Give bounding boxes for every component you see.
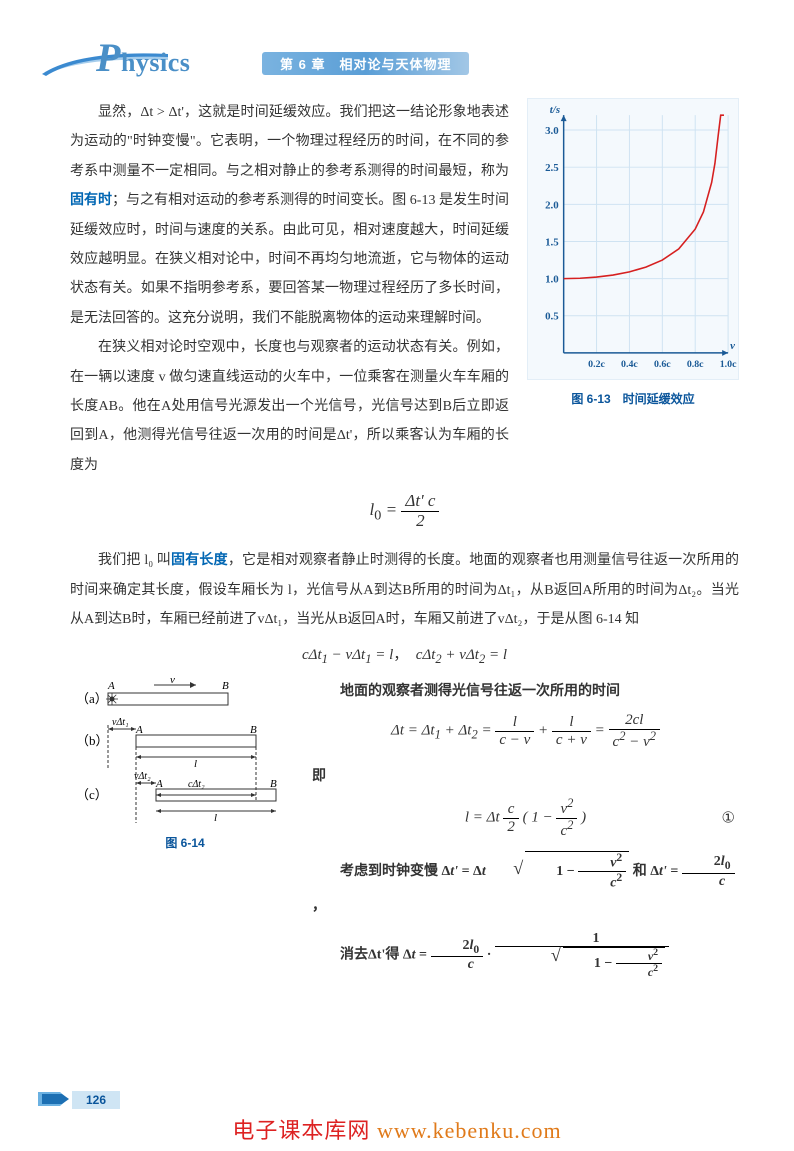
watermark-text-2: www.kebenku.com	[370, 1118, 561, 1143]
paragraph-5: 即	[312, 762, 739, 791]
paragraph-6: 考虑到时钟变慢 Δt' = Δt 1 − v2c2 和 Δt' = 2l0c，	[312, 851, 739, 920]
page-footer: 126	[38, 1087, 120, 1113]
svg-text:B: B	[250, 724, 257, 736]
formula-l0: l0 = Δt' c2	[70, 492, 739, 530]
svg-text:（c）: （c）	[76, 787, 108, 802]
svg-text:（b）: （b）	[76, 733, 109, 748]
svg-text:t/s: t/s	[550, 104, 560, 116]
svg-text:B: B	[222, 680, 229, 692]
physics-logo: Physics	[96, 34, 190, 81]
svg-text:A: A	[107, 680, 115, 692]
paragraph-7: 消去Δt'得 Δt = 2l0c · 11 − v2c2	[312, 931, 739, 980]
physics-text: hysics	[121, 48, 190, 77]
chapter-banner: 第 6 章 相对论与天体物理	[262, 52, 469, 75]
diagram-6-14: （a）ABv（b）ABvΔt₁l（c）ABvΔt₂cΔt₂l	[70, 677, 300, 830]
svg-text:v: v	[730, 340, 735, 352]
watermark: 电子课本库网 www.kebenku.com	[0, 1113, 794, 1145]
svg-text:0.2c: 0.2c	[588, 359, 605, 370]
equation-number: ①	[722, 809, 735, 828]
formula-l: l = Δt c2 ( 1 − v2c2 ) ①	[312, 797, 739, 839]
svg-text:2.0: 2.0	[545, 199, 559, 211]
watermark-text-1: 电子课本库网	[232, 1118, 370, 1143]
diagram-caption: 图 6-14	[70, 834, 300, 851]
paragraph-2: 在狭义相对论时空观中，长度也与观察者的运动状态有关。例如，在一辆以速度 v 做匀…	[70, 333, 509, 480]
page-number: 126	[72, 1091, 120, 1109]
svg-text:1.0c: 1.0c	[720, 359, 737, 370]
paragraph-3: 我们把 l₀ 叫固有长度，它是相对观察者静止时测得的长度。地面的观察者也用测量信…	[70, 546, 739, 634]
svg-text:2.5: 2.5	[545, 162, 559, 174]
diagram-column: （a）ABv（b）ABvΔt₁l（c）ABvΔt₂cΔt₂l 图 6-14	[70, 677, 300, 980]
footer-arrow-icon	[38, 1088, 72, 1113]
svg-text:v: v	[170, 677, 175, 686]
svg-text:0.4c: 0.4c	[621, 359, 638, 370]
svg-text:0.6c: 0.6c	[654, 359, 671, 370]
chart-caption: 图 6-13 时间延缓效应	[527, 390, 739, 407]
svg-text:cΔt₂: cΔt₂	[188, 779, 205, 790]
math-column: 地面的观察者测得光信号往返一次所用的时间 Δt = Δt1 + Δt2 = lc…	[312, 677, 739, 980]
svg-text:1.5: 1.5	[545, 236, 559, 248]
paragraph-1: 显然，Δt > Δt'，这就是时间延缓效应。我们把这一结论形象地表述为运动的"时…	[70, 98, 509, 333]
page-body: 显然，Δt > Δt'，这就是时间延缓效应。我们把这一结论形象地表述为运动的"时…	[70, 98, 739, 979]
page-header: Physics 第 6 章 相对论与天体物理	[50, 28, 744, 88]
chart-column: 0.5 1.0 1.5 2.0 2.5 3.0 0.2c 0.4c 0.6c 0.8c 1.0c t/…	[527, 98, 739, 480]
formula-line-1: cΔt1 − vΔt1 = l， cΔt2 + vΔt2 = l	[70, 643, 739, 667]
svg-text:vΔt₂: vΔt₂	[134, 771, 151, 782]
svg-text:A: A	[155, 778, 163, 790]
svg-text:vΔt₁: vΔt₁	[112, 717, 129, 728]
svg-text:A: A	[135, 724, 143, 736]
formula-delta-t-sum: Δt = Δt1 + Δt2 = lc − v + lc + v = 2clc2…	[312, 712, 739, 750]
svg-text:1.0: 1.0	[545, 274, 559, 286]
term-proper-time: 固有时	[70, 193, 112, 208]
time-dilation-chart: 0.5 1.0 1.5 2.0 2.5 3.0 0.2c 0.4c 0.6c 0.8c 1.0c t/…	[527, 98, 739, 380]
paragraph-4: 地面的观察者测得光信号往返一次所用的时间	[312, 677, 739, 706]
svg-text:l: l	[194, 758, 197, 770]
svg-text:0.5: 0.5	[545, 311, 559, 323]
svg-text:（a）: （a）	[76, 691, 108, 706]
svg-text:B: B	[270, 778, 277, 790]
svg-text:l: l	[214, 812, 217, 824]
term-proper-length: 固有长度	[171, 553, 228, 568]
svg-text:0.8c: 0.8c	[687, 359, 704, 370]
svg-text:3.0: 3.0	[545, 125, 559, 137]
